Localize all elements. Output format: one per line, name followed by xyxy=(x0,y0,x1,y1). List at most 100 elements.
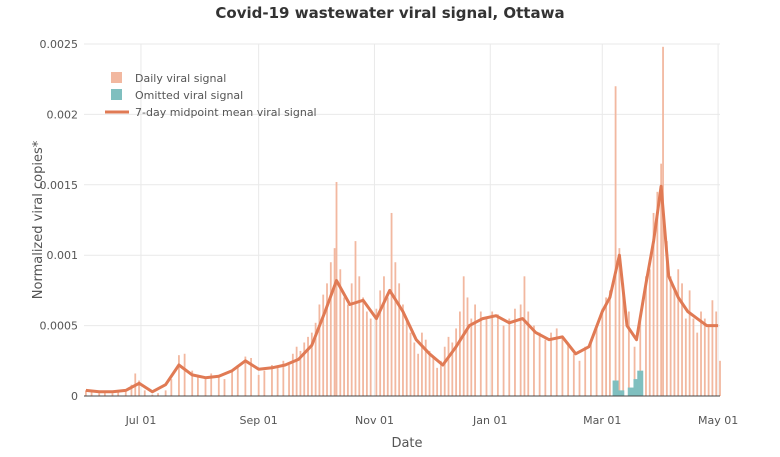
daily-signal-bar xyxy=(103,391,106,396)
daily-signal-bar xyxy=(692,318,695,396)
daily-signal-bar xyxy=(379,290,382,396)
daily-signal-bar xyxy=(390,212,393,396)
daily-signal-bar xyxy=(590,339,592,396)
daily-signal-bar xyxy=(295,346,298,396)
daily-signal-bar xyxy=(567,342,570,396)
daily-signal-bar xyxy=(451,342,454,396)
daily-signal-bar xyxy=(639,318,642,396)
daily-signal-bar xyxy=(622,283,625,396)
daily-signal-bar xyxy=(707,325,710,396)
daily-signal-bar xyxy=(538,332,541,396)
daily-signal-bar xyxy=(703,318,706,396)
axes: 0 0.0005 0.001 0.0015 0.002 0.0025 Jul 01 Sep 0… xyxy=(40,38,739,427)
daily-signal-bar xyxy=(608,290,611,396)
daily-signal-bar xyxy=(584,346,587,396)
daily-signal-bar xyxy=(421,332,423,396)
daily-signal-bar xyxy=(375,308,378,396)
daily-signal-bar xyxy=(544,339,547,396)
daily-signal-bar xyxy=(688,290,691,396)
daily-signal-bar xyxy=(550,332,552,396)
daily-signal-bar xyxy=(496,314,499,396)
y-axis-label: Normalized viral copies* xyxy=(31,140,46,299)
daily-signal-bar xyxy=(271,365,273,396)
daily-signal-bar xyxy=(645,276,647,396)
daily-signal-bar xyxy=(514,308,516,396)
daily-signal-bar xyxy=(696,332,699,396)
daily-signal-bar xyxy=(386,297,389,396)
x-tick-label: Jul 01 xyxy=(125,414,157,427)
daily-signal-bar xyxy=(231,370,233,396)
daily-signal-bar xyxy=(217,374,220,396)
daily-signal-bar xyxy=(561,336,564,396)
daily-signal-bar xyxy=(711,300,714,396)
omitted-signal-bar xyxy=(612,380,619,396)
daily-signal-bar xyxy=(595,325,598,396)
daily-signal-bar xyxy=(459,311,461,396)
daily-signal-bar xyxy=(614,86,617,397)
daily-signal-bar xyxy=(455,328,458,396)
daily-signal-bar xyxy=(660,163,663,396)
daily-signal-bar xyxy=(627,311,630,396)
x-tick-label: May 01 xyxy=(698,414,738,427)
daily-signal-bar xyxy=(358,276,361,396)
daily-signal-bar xyxy=(669,276,672,396)
daily-signal-bar xyxy=(677,269,680,396)
daily-signal-bar xyxy=(223,379,226,396)
x-tick-label: Sep 01 xyxy=(240,414,278,427)
daily-signal-bar xyxy=(719,360,721,396)
daily-signal-bar xyxy=(618,248,621,396)
daily-signal-bar xyxy=(656,191,659,396)
daily-signal-bar xyxy=(470,318,473,396)
mean-signal-line xyxy=(85,184,719,394)
legend-label: Daily viral signal xyxy=(135,72,226,85)
daily-signal-bar xyxy=(648,269,651,396)
daily-signal-bar xyxy=(402,304,404,396)
daily-signal-bar xyxy=(339,269,342,396)
daily-signal-bar xyxy=(322,294,325,396)
daily-signal-bar xyxy=(533,325,535,396)
y-tick-label: 0.001 xyxy=(47,249,79,262)
daily-signal-bar xyxy=(432,356,435,396)
daily-signal-bar xyxy=(303,342,306,396)
daily-signal-bar xyxy=(369,318,372,396)
daily-signal-bar xyxy=(151,394,154,396)
daily-signal-bar xyxy=(90,391,93,396)
daily-signal-bar xyxy=(491,311,494,396)
daily-signal-bar xyxy=(291,353,294,396)
omitted-signal-bar xyxy=(627,387,634,396)
daily-signal-bar xyxy=(365,311,368,396)
daily-signal-bar xyxy=(362,297,364,396)
daily-signal-bar xyxy=(204,379,207,396)
daily-signal-bar xyxy=(244,356,247,396)
daily-signal-bar xyxy=(527,311,530,396)
daily-signal-bar xyxy=(98,393,101,396)
daily-signal-bar xyxy=(326,283,328,396)
daily-signal-bar xyxy=(130,384,133,396)
daily-signal-bar xyxy=(394,262,397,396)
daily-signal-bar xyxy=(210,373,213,396)
daily-signal-bar xyxy=(700,311,702,396)
y-tick-label: 0 xyxy=(71,390,78,403)
daily-signal-bar xyxy=(436,367,439,396)
omitted-signal-bar xyxy=(618,390,625,396)
y-tick-label: 0.0015 xyxy=(40,179,79,192)
x-tick-label: Nov 01 xyxy=(355,414,394,427)
daily-signal-bar xyxy=(236,365,239,396)
daily-signal-bar xyxy=(519,304,522,396)
daily-signal-bar xyxy=(555,328,558,396)
daily-signal-bar xyxy=(601,308,604,396)
daily-signal-bar xyxy=(447,336,450,396)
daily-signal-bar xyxy=(523,276,526,396)
daily-signal-bar xyxy=(715,311,718,396)
mean-signal-line-group xyxy=(85,184,719,394)
x-tick-label: Mar 01 xyxy=(583,414,621,427)
daily-signal-bar xyxy=(157,393,159,396)
daily-signal-bar xyxy=(250,357,252,396)
daily-signal-bar xyxy=(197,374,199,396)
daily-signal-bar xyxy=(178,355,180,396)
daily-signal-bar xyxy=(111,393,114,396)
daily-signal-bar xyxy=(405,318,408,396)
daily-signal-bar xyxy=(479,311,482,396)
daily-signal-bar xyxy=(343,297,345,396)
